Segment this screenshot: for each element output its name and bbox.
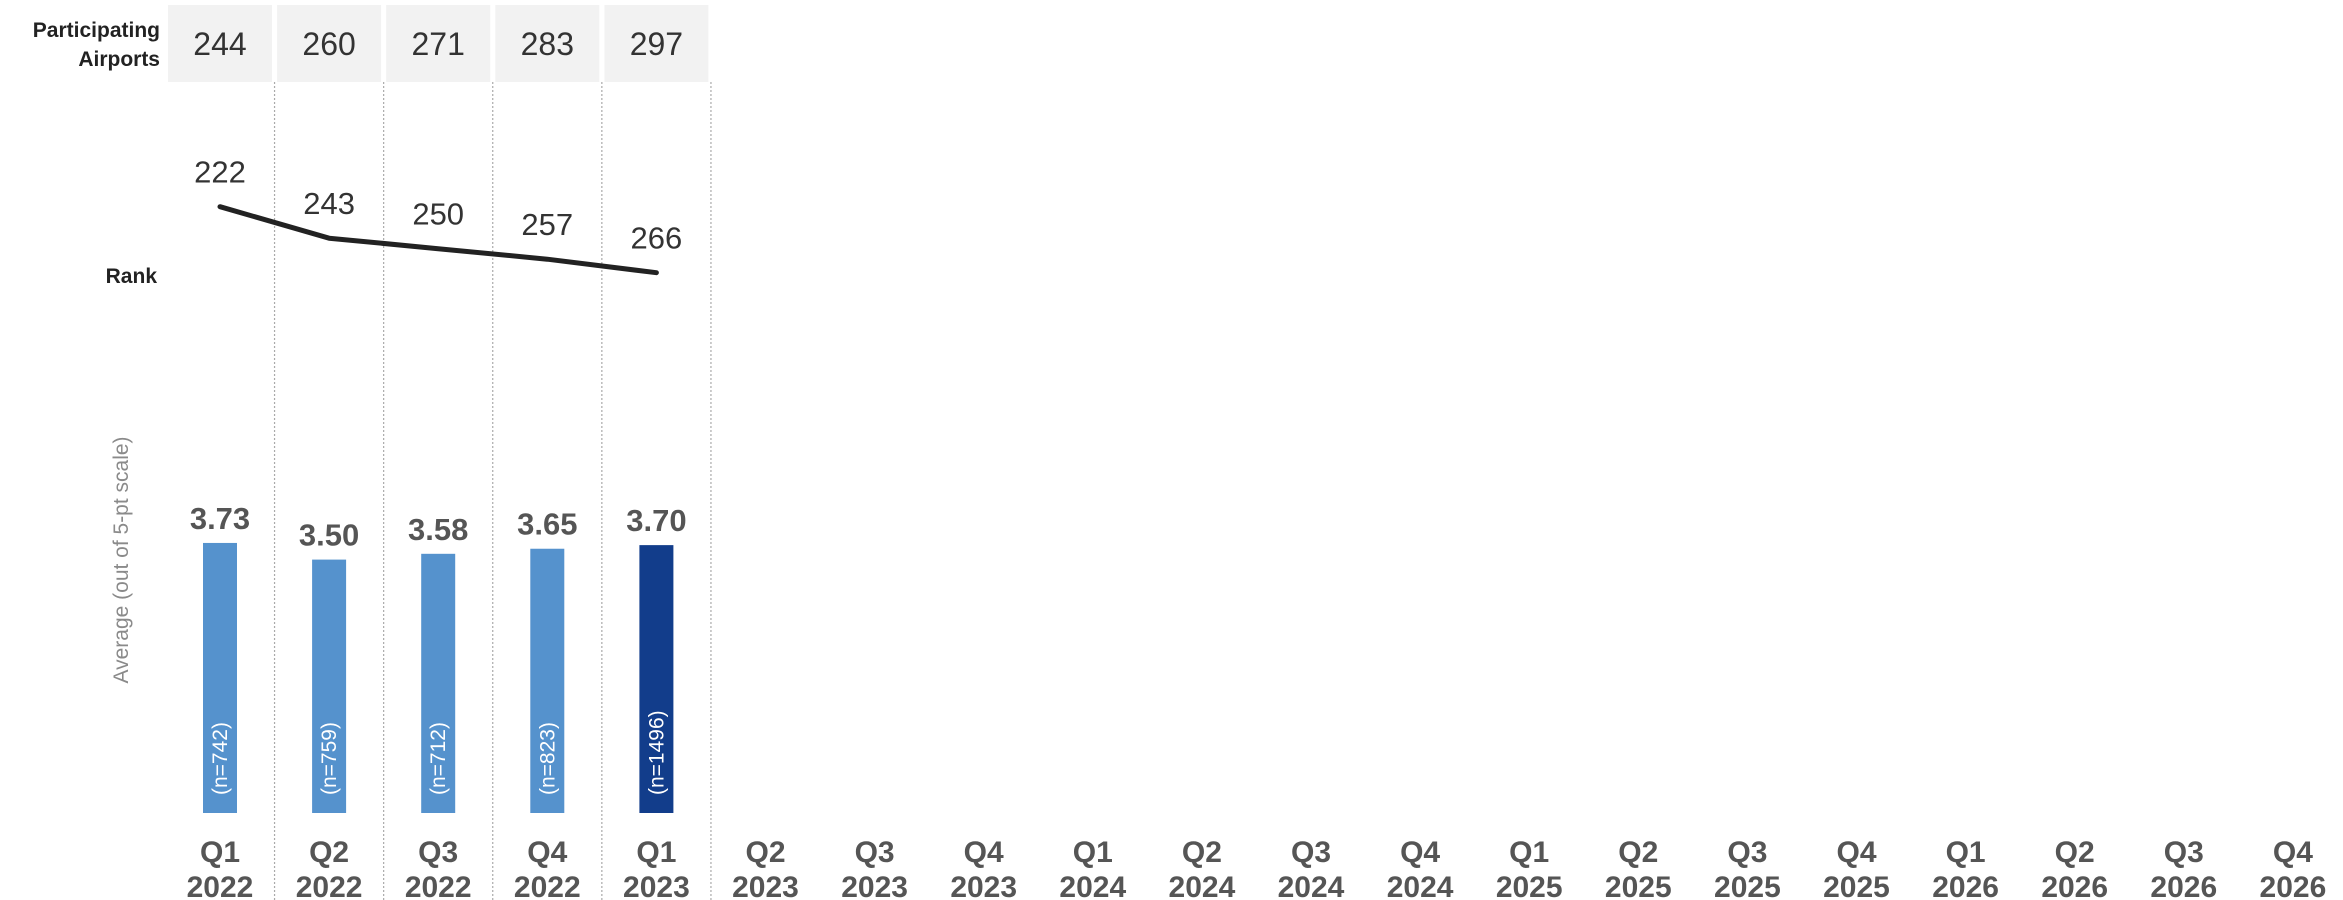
average-value-label: 3.58	[408, 512, 468, 547]
rank-value-label: 266	[631, 221, 683, 256]
rank-label: Rank	[106, 265, 158, 288]
participating-airports-label-line1: Participating	[33, 19, 160, 42]
x-tick-year: 2023	[623, 871, 690, 900]
x-axis-labels: Q12022Q22022Q32022Q42022Q12023Q22023Q320…	[187, 836, 2327, 900]
participating-airports-value: 271	[412, 26, 465, 62]
x-tick-quarter: Q2	[309, 836, 349, 869]
x-tick-year: 2025	[1823, 871, 1890, 900]
participating-airports-box	[604, 5, 709, 82]
x-tick-year: 2023	[841, 871, 908, 900]
x-tick-quarter: Q4	[964, 836, 1004, 869]
x-tick-quarter: Q3	[1291, 836, 1331, 869]
column-dividers	[273, 82, 712, 900]
rank-line	[217, 204, 659, 276]
x-tick-year: 2022	[405, 871, 472, 900]
participating-airports-box	[495, 5, 600, 82]
x-tick-quarter: Q4	[1836, 836, 1876, 869]
x-tick-quarter: Q1	[1946, 836, 1986, 869]
x-tick-year: 2025	[1605, 871, 1672, 900]
average-bars: 3.73 (n=742) 3.50 (n=759) 3.58 (n=712) 3.65 (n=…	[190, 501, 687, 813]
rank-line-row: 222 243 250 257 266	[194, 155, 683, 276]
x-tick-year: 2026	[2260, 871, 2327, 900]
rank-value-label: 250	[412, 197, 464, 232]
x-tick-year: 2022	[296, 871, 363, 900]
x-tick-quarter: Q2	[1182, 836, 1222, 869]
x-tick-year: 2024	[1387, 871, 1454, 900]
y-axis-label: Average (out of 5-pt scale)	[110, 436, 133, 683]
average-bar	[203, 542, 237, 813]
rank-value-label: 257	[521, 207, 573, 242]
x-tick-year: 2023	[732, 871, 799, 900]
x-tick-year: 2026	[2150, 871, 2217, 900]
x-tick-year: 2022	[187, 871, 254, 900]
participating-airports-box	[277, 5, 382, 82]
x-tick-quarter: Q1	[636, 836, 676, 869]
participating-airports-box	[386, 5, 491, 82]
x-tick-quarter: Q1	[1073, 836, 1113, 869]
average-bar	[312, 559, 347, 813]
x-tick-quarter: Q2	[745, 836, 785, 869]
participating-airports-box	[168, 5, 272, 82]
sample-size-label: (n=742)	[209, 722, 232, 795]
participating-airports-row: 244 260 271 283 297	[168, 5, 709, 82]
sample-size-label: (n=759)	[318, 722, 341, 795]
x-tick-quarter: Q4	[527, 836, 567, 869]
sample-size-label: (n=823)	[536, 722, 559, 795]
x-tick-quarter: Q1	[200, 836, 240, 869]
average-bar	[421, 553, 456, 813]
sample-size-label: (n=712)	[427, 722, 450, 795]
x-tick-quarter: Q4	[1400, 836, 1440, 869]
x-tick-year: 2026	[2041, 871, 2108, 900]
x-tick-year: 2022	[514, 871, 581, 900]
x-tick-year: 2024	[1278, 871, 1345, 900]
x-tick-quarter: Q4	[2273, 836, 2313, 869]
participating-airports-value: 297	[630, 26, 683, 62]
x-tick-quarter: Q3	[1727, 836, 1767, 869]
rank-value-label: 243	[303, 186, 355, 221]
x-tick-year: 2023	[950, 871, 1017, 900]
x-tick-year: 2026	[1932, 871, 1999, 900]
average-bar	[639, 545, 674, 813]
average-value-label: 3.65	[517, 507, 577, 542]
x-tick-quarter: Q3	[2164, 836, 2204, 869]
x-tick-year: 2025	[1496, 871, 1563, 900]
average-value-label: 3.50	[299, 518, 359, 553]
participating-airports-label-line2: Airports	[78, 48, 160, 71]
x-tick-year: 2024	[1059, 871, 1126, 900]
x-tick-quarter: Q2	[1618, 836, 1658, 869]
x-tick-quarter: Q3	[418, 836, 458, 869]
participating-airports-value: 244	[193, 26, 246, 62]
x-tick-quarter: Q3	[855, 836, 895, 869]
sample-size-label: (n=1496)	[645, 710, 668, 795]
participating-airports-value: 260	[302, 26, 355, 62]
x-tick-year: 2024	[1169, 871, 1236, 900]
average-value-label: 3.73	[190, 501, 250, 536]
x-tick-quarter: Q2	[2055, 836, 2095, 869]
rank-value-label: 222	[194, 155, 246, 190]
x-tick-year: 2025	[1714, 871, 1781, 900]
participating-airports-value: 283	[521, 26, 574, 62]
x-tick-quarter: Q1	[1509, 836, 1549, 869]
average-value-label: 3.70	[626, 503, 686, 538]
average-bar	[530, 548, 565, 813]
